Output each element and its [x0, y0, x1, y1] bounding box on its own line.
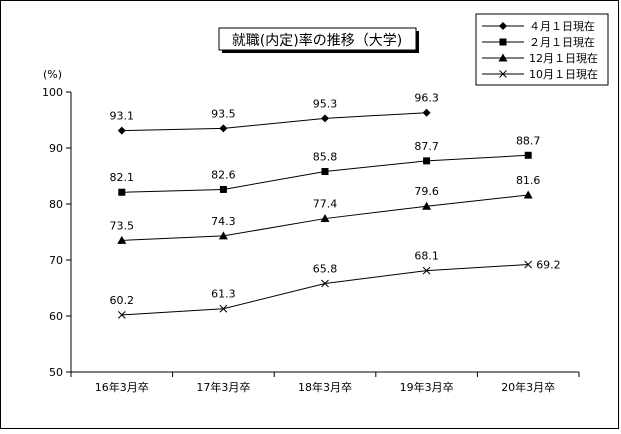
data-label: 60.2 — [110, 294, 135, 307]
data-label: 93.1 — [110, 110, 135, 123]
data-point-cross — [117, 311, 126, 319]
cross-stroke — [321, 279, 329, 288]
y-tick-label: 100 — [42, 86, 63, 99]
data-label: 85.8 — [313, 151, 338, 164]
data-point-triangle — [218, 231, 228, 240]
data-label: 69.2 — [536, 258, 561, 271]
y-tick-label: 60 — [49, 310, 63, 323]
x-tick-label: 17年3月卒 — [196, 380, 250, 394]
chart-title-box: 就職(内定)率の推移（大学) — [218, 27, 419, 53]
data-label: 65.8 — [313, 263, 338, 276]
legend-label: ２月１日現在 — [529, 36, 595, 49]
data-label: 73.5 — [110, 219, 135, 232]
x-tick-label: 20年3月卒 — [501, 380, 555, 394]
series-triangle: 73.5 74.3 77.4 79.6 81.6 — [110, 174, 541, 244]
data-label: 88.7 — [516, 134, 541, 147]
data-label: 77.4 — [313, 198, 338, 211]
y-tick-label: 50 — [49, 366, 63, 379]
data-point-diamond — [219, 124, 228, 133]
data-point-diamond — [321, 114, 329, 123]
data-point-cross — [499, 70, 507, 78]
series-line — [121, 112, 427, 132]
data-point-triangle — [498, 53, 508, 62]
series-layer: 93.1 93.5 95.3 96.3 82.1 82.6 85.8 87.7 88.7 73.5… — [110, 92, 561, 319]
data-point-square — [219, 185, 227, 193]
data-point-square — [423, 157, 431, 165]
data-point-diamond — [117, 126, 126, 135]
cross-stroke — [499, 70, 507, 78]
legend-entry: ４月１日現在 — [482, 20, 595, 33]
data-point-cross — [524, 260, 533, 269]
data-point-square — [524, 151, 532, 159]
data-label: 79.6 — [414, 185, 439, 198]
legend-label: ４月１日現在 — [529, 20, 595, 33]
data-label: 61.3 — [211, 288, 236, 301]
data-point-triangle — [320, 214, 330, 223]
data-point-square — [499, 38, 507, 46]
data-label: 81.6 — [516, 174, 541, 187]
series-cross: 60.2 61.3 65.8 68.1 69.2 — [110, 250, 561, 319]
x-tick-label: 18年3月卒 — [298, 380, 352, 394]
data-point-square — [118, 188, 126, 196]
data-point-square — [321, 168, 329, 176]
data-label: 87.7 — [414, 140, 439, 153]
data-point-triangle — [422, 201, 432, 210]
data-point-cross — [321, 279, 329, 288]
chart-title: 就職(内定)率の推移（大学) — [232, 32, 402, 49]
data-label: 68.1 — [414, 250, 439, 263]
data-point-cross — [422, 266, 431, 275]
data-label: 82.6 — [211, 168, 236, 181]
cross-stroke — [524, 260, 533, 269]
data-label: 93.5 — [211, 107, 236, 120]
legend: ４月１日現在 ２月１日現在 12月１日現在 10月１日現在 — [475, 13, 609, 86]
series-square: 82.1 82.6 85.8 87.7 88.7 — [110, 134, 541, 196]
axes: 50 60 70 80 90 100 16年3月卒 17年3月卒 18年3月卒 19年3月卒 20年… — [42, 86, 580, 394]
cross-stroke — [219, 304, 228, 313]
legend-entry: ２月１日現在 — [482, 36, 595, 49]
data-point-diamond — [422, 108, 431, 117]
y-axis-unit-label: (%) — [43, 68, 62, 81]
y-tick-label: 80 — [49, 198, 63, 211]
legend-entry: 10月１日現在 — [482, 68, 598, 81]
y-tick-label: 90 — [49, 142, 63, 155]
legend-entry: 12月１日現在 — [482, 52, 598, 65]
cross-stroke — [117, 311, 126, 319]
x-tick-label: 19年3月卒 — [400, 380, 454, 394]
data-label: 74.3 — [211, 215, 236, 228]
legend-label: 10月１日現在 — [529, 68, 598, 81]
data-point-triangle — [117, 235, 127, 244]
data-label: 95.3 — [313, 97, 338, 110]
data-label: 96.3 — [414, 92, 439, 105]
cross-stroke — [422, 266, 431, 275]
y-tick-label: 70 — [49, 254, 63, 267]
data-point-cross — [219, 304, 228, 313]
data-label: 82.1 — [110, 171, 135, 184]
data-point-triangle — [523, 190, 533, 199]
x-tick-label: 16年3月卒 — [95, 380, 149, 394]
series-diamond: 93.1 93.5 95.3 96.3 — [110, 92, 439, 135]
legend-label: 12月１日現在 — [529, 52, 598, 65]
data-point-diamond — [499, 22, 507, 30]
